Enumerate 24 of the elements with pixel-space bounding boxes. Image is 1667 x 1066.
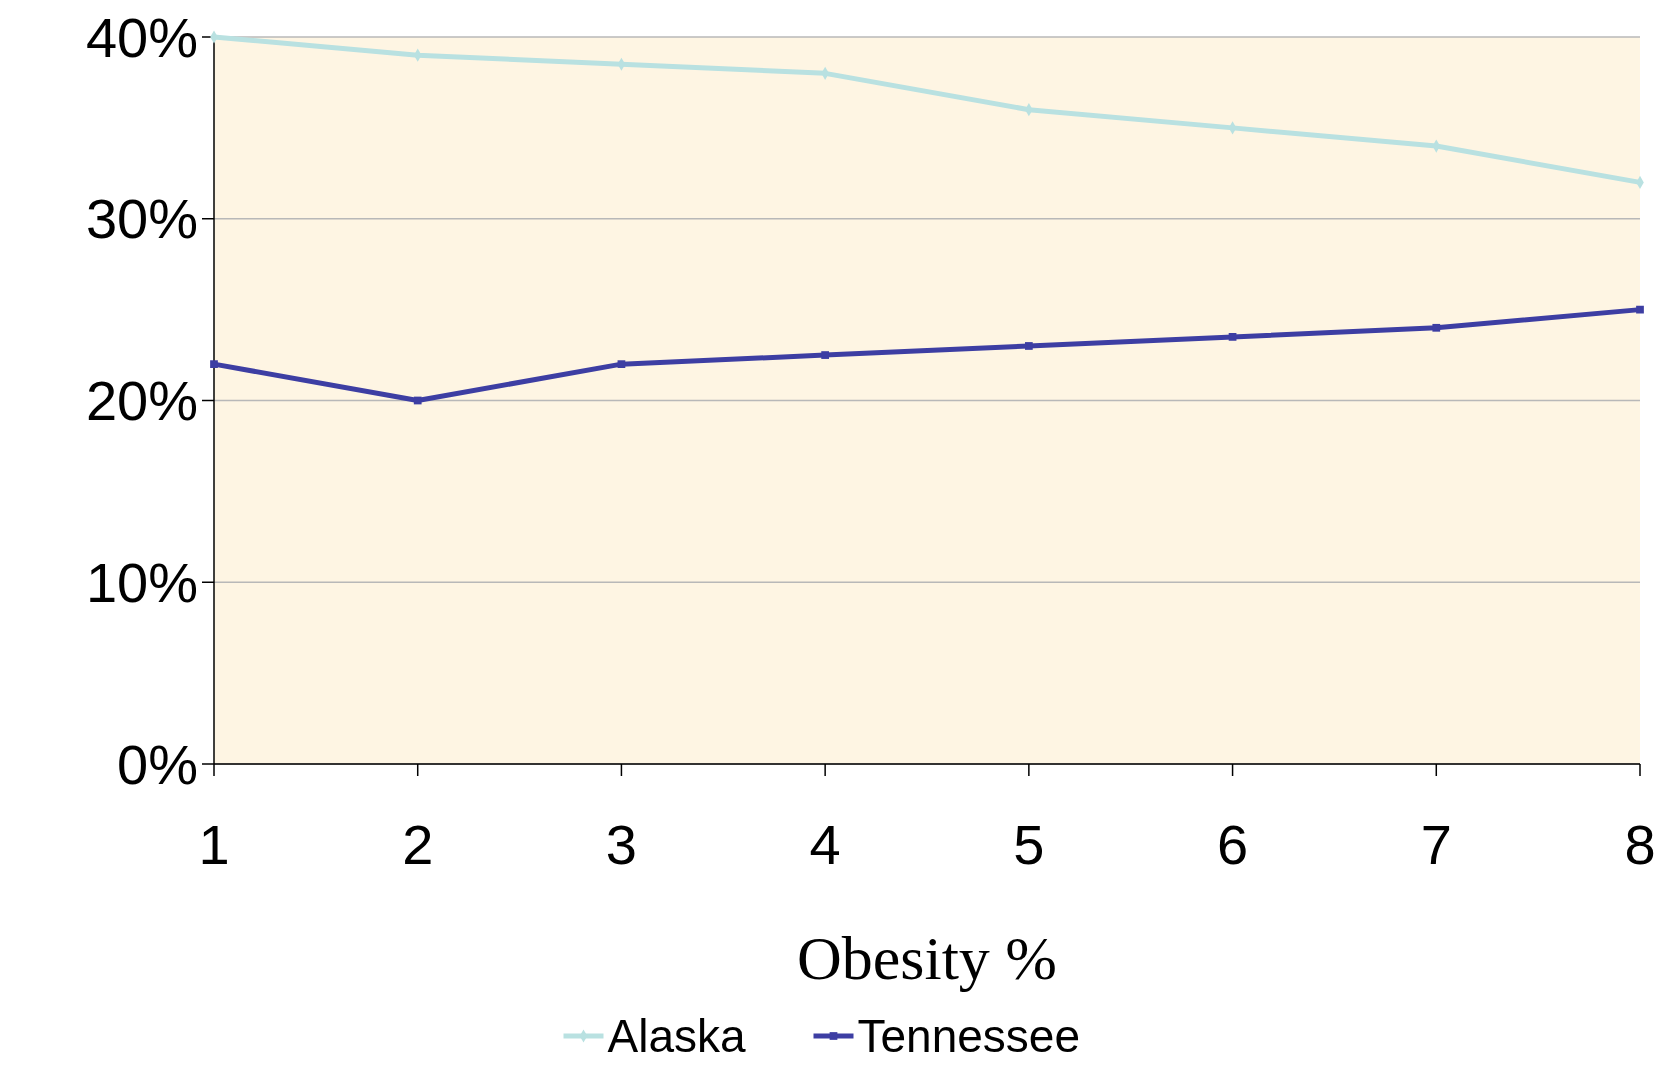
point [210,360,218,369]
point [1636,305,1644,314]
legend-label: Tennessee [857,1010,1080,1063]
x-tick-label: 8 [1624,813,1656,876]
x-tick-label: 4 [809,813,841,876]
point [1228,333,1237,341]
y-tick-label: 30% [85,187,198,251]
point [821,351,830,359]
y-tick-label: 20% [85,369,198,433]
point [1024,342,1033,350]
y-tick-label: 40% [85,5,198,69]
x-tick-label: 5 [1013,813,1045,876]
x-tick-label: 6 [1216,813,1249,876]
y-tick-label: 0% [117,732,198,796]
point [617,360,626,369]
y-tick-label: 10% [85,550,198,614]
x-axis-title: Obesity % [796,924,1058,992]
x-tick-label: 3 [605,813,638,876]
x-tick-label: 1 [198,813,230,876]
x-tick-label: 2 [402,813,434,876]
point [1432,323,1441,332]
point [413,396,422,405]
x-tick-label: 7 [1420,813,1452,876]
legend-label: Alaska [607,1010,746,1063]
